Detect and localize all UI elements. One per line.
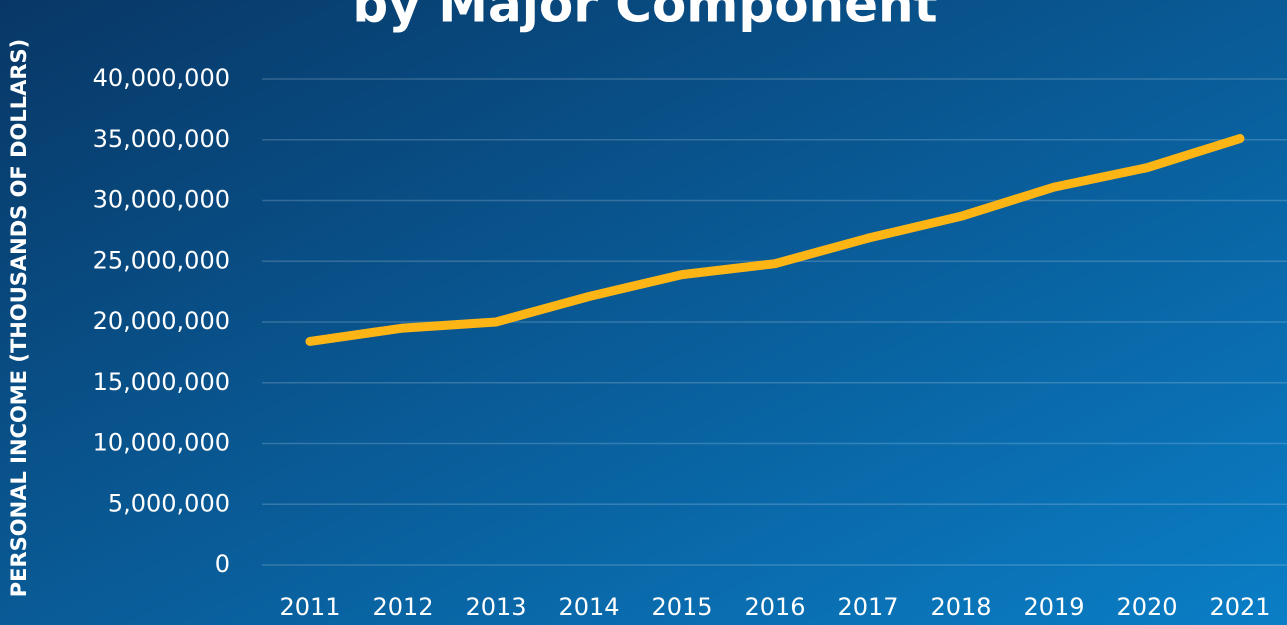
- chart-title: by Major Component: [352, 0, 937, 34]
- y-tick-label: 0: [215, 550, 230, 578]
- x-tick-label: 2017: [837, 593, 898, 621]
- y-tick-label: 15,000,000: [93, 368, 230, 396]
- x-tick-label: 2021: [1209, 593, 1270, 621]
- x-tick-label: 2019: [1023, 593, 1084, 621]
- y-axis-label: PERSONAL INCOME (THOUSANDS OF DOLLARS): [7, 39, 31, 598]
- y-tick-label: 35,000,000: [93, 125, 230, 153]
- y-tick-label: 40,000,000: [93, 64, 230, 92]
- y-tick-label: 25,000,000: [93, 246, 230, 274]
- line: [305, 134, 1245, 346]
- y-tick-label: 20,000,000: [93, 307, 230, 335]
- y-tick-label: 5,000,000: [108, 489, 230, 517]
- x-tick-label: 2020: [1116, 593, 1177, 621]
- x-tick-label: 2018: [930, 593, 991, 621]
- x-tick-label: 2015: [651, 593, 712, 621]
- x-tick-label: 2013: [465, 593, 526, 621]
- x-tick-label: 2014: [558, 593, 619, 621]
- x-tick-label: 2011: [279, 593, 340, 621]
- x-tick-label: 2016: [744, 593, 805, 621]
- y-tick-label: 10,000,000: [93, 429, 230, 457]
- x-tick-label: 2012: [372, 593, 433, 621]
- y-tick-label: 30,000,000: [93, 186, 230, 214]
